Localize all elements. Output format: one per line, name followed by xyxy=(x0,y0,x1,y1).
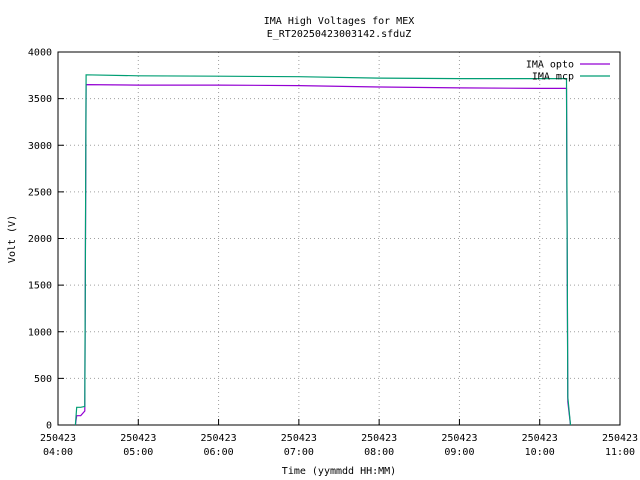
x-tick-label: 250423 xyxy=(602,433,638,444)
x-tick-label: 250423 xyxy=(120,433,156,444)
x-axis-label: Time (yymmdd HH:MM) xyxy=(282,466,396,477)
x-tick-label: 250423 xyxy=(522,433,558,444)
x-tick-label: 250423 xyxy=(281,433,317,444)
x-tick-label: 10:00 xyxy=(525,447,555,458)
plot-border xyxy=(57,51,621,426)
chart-subtitle: E_RT20250423003142.sfduZ xyxy=(267,29,412,40)
y-tick-label: 2500 xyxy=(28,187,52,198)
x-tick-label: 08:00 xyxy=(364,447,394,458)
y-tick-label: 0 xyxy=(46,421,52,432)
x-tick-label: 06:00 xyxy=(204,447,234,458)
x-tick-label: 250423 xyxy=(361,433,397,444)
y-tick-label: 1500 xyxy=(28,281,52,292)
y-axis-label: Volt (V) xyxy=(7,215,18,263)
series-line xyxy=(74,74,572,426)
y-tick-label: 1000 xyxy=(28,327,52,338)
x-tick-label: 250423 xyxy=(40,433,76,444)
y-tick-label: 3000 xyxy=(28,141,52,152)
y-tick-label: 2000 xyxy=(28,234,52,245)
y-tick-label: 500 xyxy=(34,374,52,385)
x-tick-label: 250423 xyxy=(201,433,237,444)
x-tick-label: 07:00 xyxy=(284,447,314,458)
x-tick-label: 11:00 xyxy=(605,447,635,458)
x-tick-label: 05:00 xyxy=(123,447,153,458)
y-tick-label: 3500 xyxy=(28,94,52,105)
x-tick-label: 04:00 xyxy=(43,447,73,458)
y-tick-label: 4000 xyxy=(28,48,52,59)
legend-label: IMA mcp xyxy=(532,72,574,83)
x-tick-label: 09:00 xyxy=(444,447,474,458)
chart-title: IMA High Voltages for MEX xyxy=(264,16,415,27)
legend-label: IMA opto xyxy=(526,60,574,71)
series-line xyxy=(74,83,572,426)
x-tick-label: 250423 xyxy=(441,433,477,444)
